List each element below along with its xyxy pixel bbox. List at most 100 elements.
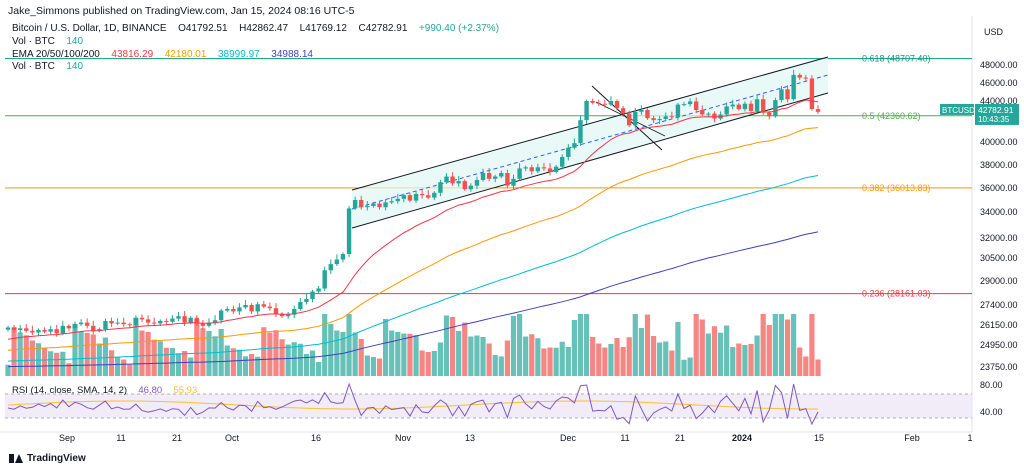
time-tick-label: 11 <box>620 433 629 443</box>
volume-bar <box>303 354 310 376</box>
candle-body <box>218 310 224 321</box>
candle-body <box>78 322 84 325</box>
volume-label: Vol · BTC <box>12 36 55 47</box>
volume-bar <box>401 333 407 376</box>
candle-body <box>493 176 498 179</box>
volume-bar <box>115 356 121 376</box>
volume-bar <box>437 342 444 376</box>
time-tick-label: Sep <box>59 433 75 443</box>
candle-body <box>340 254 346 260</box>
candle-body <box>419 194 425 196</box>
candle-body <box>669 116 675 118</box>
candle-body <box>657 119 662 121</box>
price-tick-label: 38000.00 <box>980 160 1018 170</box>
volume-bar <box>632 314 638 376</box>
time-tick-label: Feb <box>904 433 920 443</box>
candle-body <box>748 103 754 111</box>
candle-body <box>486 173 492 179</box>
volume-bar <box>486 343 492 376</box>
volume-bar <box>669 350 675 376</box>
candle-body <box>815 109 821 112</box>
candle-body <box>139 317 145 320</box>
volume-bar <box>340 332 346 376</box>
candle-body <box>365 206 370 208</box>
volume-bar <box>614 338 620 376</box>
volume-bar <box>84 333 90 376</box>
price-tick-label: 34000.00 <box>980 207 1018 217</box>
volume-bar <box>449 317 456 376</box>
candle-body <box>547 168 553 172</box>
ema20-value: 43816.29 <box>111 49 154 60</box>
candle-body <box>474 179 480 186</box>
volume-bars <box>5 314 821 376</box>
volume-bar <box>370 357 377 376</box>
price-tick-label: 36000.00 <box>980 183 1018 193</box>
volume-bar <box>736 343 742 376</box>
candle-body <box>693 101 699 110</box>
rsi-sma-line <box>7 400 818 410</box>
symbol-badge <box>940 103 974 115</box>
volume-bar <box>608 344 614 376</box>
time-tick-label: 15 <box>814 433 824 443</box>
candle-body <box>645 110 650 119</box>
candle-body <box>304 299 309 302</box>
candle-body <box>742 103 748 110</box>
volume-bar <box>48 351 54 376</box>
volume-bar <box>54 352 60 376</box>
price-tick-label: 30500.00 <box>980 253 1018 263</box>
volume-bar <box>711 326 718 376</box>
tradingview-logo[interactable]: TradingView <box>9 453 86 464</box>
price-tick-label: 32000.00 <box>980 233 1018 243</box>
volume-bar <box>541 348 547 376</box>
candle-body <box>700 110 705 115</box>
candle-body <box>572 143 577 148</box>
candle-body <box>115 322 120 324</box>
time-tick-label: 1 <box>967 433 972 443</box>
channel-upper-line <box>351 56 829 191</box>
candle-body <box>310 291 315 299</box>
candle-body <box>121 322 126 325</box>
volume-bar <box>346 314 352 376</box>
ema200-value: 34988.14 <box>271 49 313 60</box>
correction-line-upper <box>591 85 663 151</box>
symbol-line: Bitcoin / U.S. Dollar, 1D, BINANCE O4179… <box>12 23 499 34</box>
candle-body <box>785 89 790 100</box>
volume-bar <box>803 356 809 376</box>
volume-bar <box>316 362 322 376</box>
volume-bar <box>663 341 669 376</box>
price-tick-label: 23750.00 <box>980 362 1018 372</box>
volume-bar <box>376 358 383 376</box>
volume-bar <box>334 330 340 376</box>
candle-body <box>687 101 693 105</box>
tradingview-logo-text: TradingView <box>27 453 86 464</box>
volume-bar <box>468 336 474 376</box>
price-badge <box>975 103 1019 125</box>
candle-body <box>17 328 23 330</box>
volume-bar <box>182 351 188 376</box>
candle-body <box>444 176 449 183</box>
candle-body <box>42 330 47 332</box>
volume-bar <box>29 340 35 376</box>
volume-bar <box>72 323 78 376</box>
volume-bar <box>693 314 699 376</box>
time-tick-label: Oct <box>225 433 240 443</box>
volume-bar <box>163 347 169 376</box>
candle-body <box>285 314 291 317</box>
volume-bar <box>249 354 255 376</box>
candle-body <box>292 309 297 315</box>
volume-bar <box>267 332 273 376</box>
volume-bar <box>596 343 602 376</box>
candle-body <box>480 173 486 180</box>
rsi-value: 46.80 <box>138 385 163 396</box>
volume-bar <box>364 355 370 376</box>
candle-body <box>767 112 772 117</box>
volume-bar <box>194 319 200 376</box>
volume-bar <box>480 337 486 376</box>
volume-bar <box>419 350 425 376</box>
volume-bar <box>657 342 663 376</box>
candle-body <box>523 167 528 169</box>
price-tick-label: 44000.00 <box>980 96 1018 106</box>
currency-axis-label: USD <box>984 27 1004 37</box>
volume-bar <box>681 359 687 376</box>
